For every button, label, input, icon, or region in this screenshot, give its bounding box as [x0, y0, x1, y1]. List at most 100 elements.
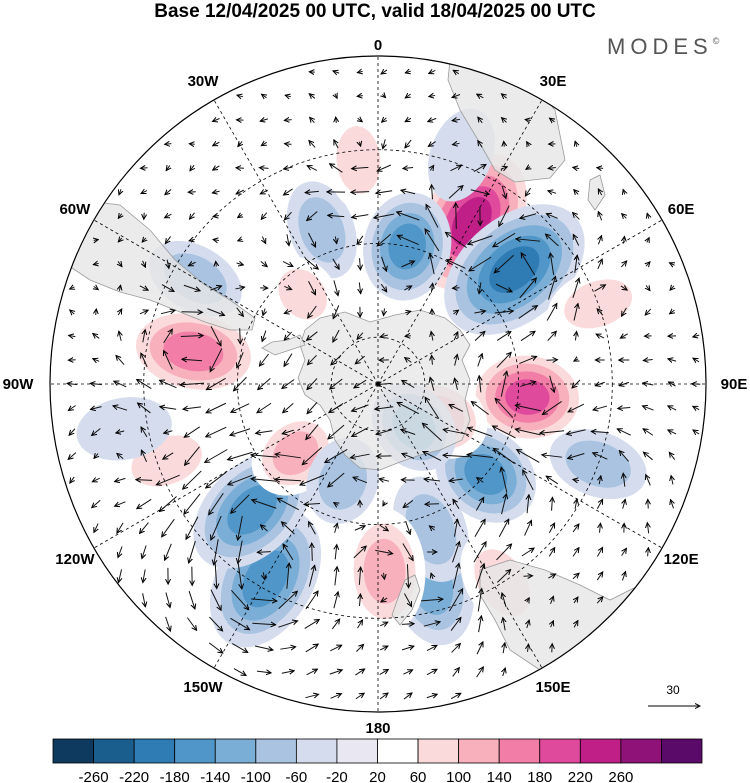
wind-vector [165, 144, 172, 145]
wind-vector [356, 644, 363, 652]
wind-vector [525, 187, 532, 196]
wind-vector [429, 526, 434, 530]
colorbar: -260 -220 -180 -140 -100 -60 -20 20 60 100 140 180 2… [52, 738, 703, 783]
wind-vector [425, 397, 440, 419]
wind-vector [493, 448, 515, 464]
wind-vectors [67, 70, 701, 700]
wind-vector [92, 478, 100, 482]
wind-vector [693, 335, 700, 337]
wind-vector [284, 353, 293, 367]
anomaly-cell [76, 397, 172, 461]
wind-vector [216, 261, 217, 266]
wind-vector [230, 428, 251, 436]
wind-vector [501, 94, 506, 98]
wind-vector [443, 455, 470, 457]
wind-vector [251, 455, 277, 457]
wind-vector [648, 499, 649, 509]
wind-vector [307, 211, 318, 221]
wind-vector [231, 643, 248, 653]
wind-vector [620, 261, 626, 268]
anomaly-cell [286, 181, 357, 279]
wind-vector [282, 261, 293, 267]
wind-vector [429, 70, 436, 73]
wind-vector [403, 670, 412, 675]
wind-vector [208, 642, 223, 653]
wind-vector [548, 276, 556, 300]
wind-vector [331, 619, 339, 630]
wind-vector [380, 622, 388, 626]
wind-vector [280, 647, 295, 649]
wind-vector [330, 164, 343, 173]
antarctic-peninsula [261, 334, 306, 356]
wind-vector [354, 526, 365, 531]
wind-vector [238, 214, 243, 217]
wind-vector [477, 354, 482, 367]
wind-vector [670, 500, 673, 509]
wind-vector [256, 431, 273, 434]
wind-vector [118, 214, 121, 219]
wind-vector [503, 668, 506, 677]
colorbar-tick-label: -180 [160, 769, 190, 783]
anomaly-band [565, 440, 631, 488]
wind-vector [119, 285, 120, 291]
wind-vector [591, 431, 609, 432]
brand-mark: © [712, 36, 720, 46]
wind-vector [358, 118, 363, 121]
wind-vector [163, 452, 174, 459]
wind-vector [353, 477, 368, 484]
wind-vector [397, 402, 420, 415]
wind-vector [503, 618, 505, 631]
wind-vector [261, 525, 268, 532]
wind-vector [375, 550, 392, 553]
wind-vector [141, 450, 148, 463]
wind-vector [140, 168, 148, 169]
wind-vector [452, 119, 460, 120]
wind-vector [448, 589, 462, 612]
wind-vector [310, 117, 315, 123]
polar-map [49, 55, 707, 713]
wind-vector [572, 278, 579, 298]
wind-vector [165, 592, 170, 608]
wind-vector [332, 258, 339, 269]
page-title: Base 12/04/2025 00 UTC, valid 18/04/2025… [154, 1, 596, 22]
wind-vector [284, 211, 292, 220]
wind-vector [496, 544, 511, 561]
wind-vector [477, 478, 484, 483]
wind-vector [524, 520, 532, 536]
colorbar-swatch [377, 738, 419, 764]
wind-vector [236, 263, 244, 265]
anomaly-band [564, 279, 633, 329]
meridian-line [377, 219, 663, 385]
wind-vector [308, 281, 315, 294]
wind-vector [206, 426, 227, 437]
wind-vector [566, 429, 586, 435]
colorbar-swatch [174, 738, 216, 764]
wind-vector [379, 524, 389, 531]
wind-vector [357, 71, 362, 72]
wind-vector [379, 479, 389, 481]
wind-vector [357, 235, 364, 244]
wind-vector [206, 402, 227, 412]
wind-vector [334, 140, 338, 149]
wind-vector [118, 238, 121, 242]
wind-vector [426, 669, 437, 676]
land-layer [50, 59, 706, 676]
wind-vector [94, 523, 98, 533]
wind-vector [670, 286, 674, 290]
wind-vector [305, 694, 318, 697]
wind-vector [357, 620, 363, 629]
wind-vector [432, 355, 433, 365]
wind-vector [403, 693, 412, 700]
wind-vector [211, 515, 222, 540]
wind-vector [165, 616, 171, 631]
wind-vector [184, 426, 201, 437]
wind-vector [574, 359, 578, 361]
wind-vector [546, 304, 557, 321]
wind-vector [379, 693, 388, 700]
longitude-label: 150W [183, 679, 223, 696]
wind-vector [421, 599, 443, 601]
reference-vector-label: 30 [666, 683, 680, 697]
wind-vector [263, 572, 265, 579]
wind-vector [693, 430, 700, 434]
wind-vector [405, 71, 410, 73]
